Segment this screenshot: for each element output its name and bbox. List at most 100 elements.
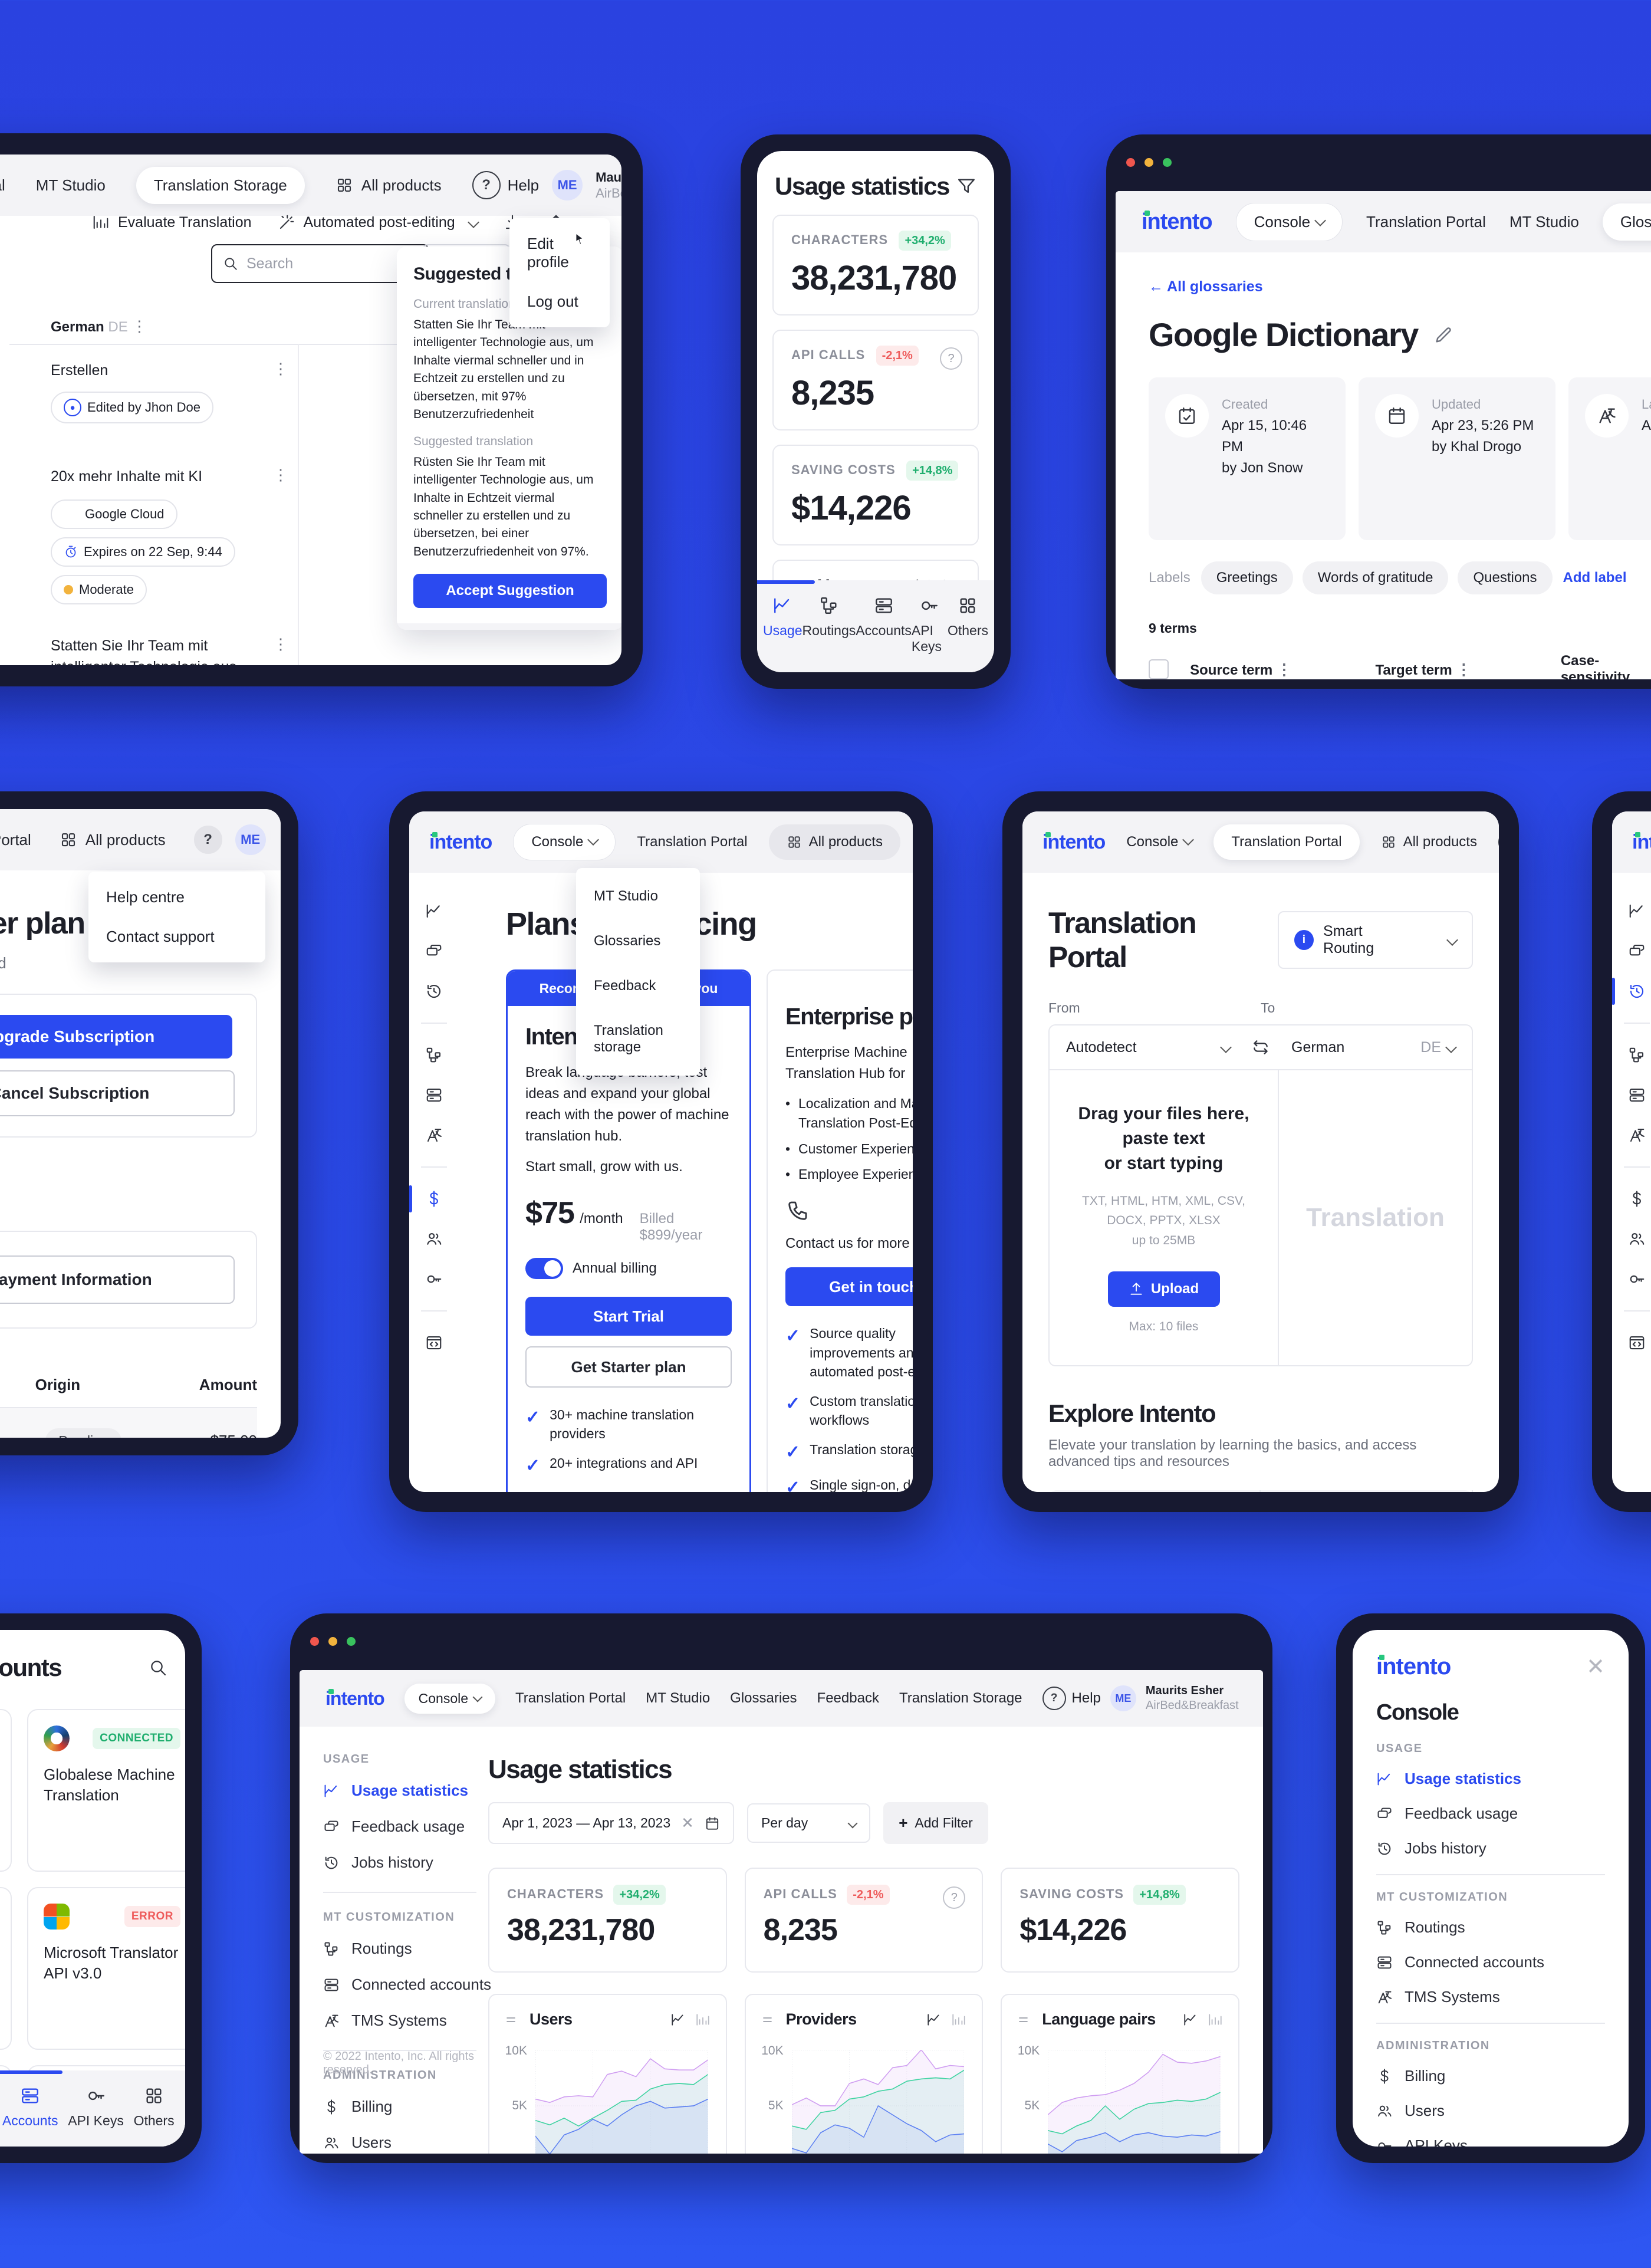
label-chip[interactable]: Words of gratitude bbox=[1302, 561, 1449, 594]
column-header[interactable]: German DE ⋮ bbox=[9, 313, 550, 345]
all-products-menu-item[interactable]: Translation storage bbox=[576, 1008, 700, 1070]
tab-mt-studio[interactable]: MT Studio bbox=[646, 1690, 711, 1706]
back-link[interactable]: ← All glossaries bbox=[1149, 278, 1263, 295]
intento-logo[interactable]: intento bbox=[1632, 830, 1651, 853]
menu-item[interactable]: TMS Systems bbox=[1376, 1988, 1605, 2006]
target-language-select[interactable]: German DE bbox=[1275, 1039, 1472, 1056]
tab-translation-portal[interactable]: Translation Portal bbox=[637, 834, 748, 850]
routings-icon[interactable] bbox=[425, 1046, 443, 1064]
feedback-icon[interactable] bbox=[425, 942, 443, 960]
tabbar-item[interactable]: Accounts bbox=[856, 596, 912, 655]
all-products-menu-item[interactable]: MT Studio bbox=[576, 874, 700, 919]
tab-translation-portal[interactable]: Translation Portal bbox=[1213, 824, 1360, 860]
sidebar-item[interactable]: Billing bbox=[323, 2098, 500, 2116]
billing-icon[interactable] bbox=[1628, 1190, 1646, 1208]
help-icon[interactable]: ? bbox=[1498, 830, 1499, 854]
intento-logo[interactable]: intento bbox=[325, 1687, 385, 1709]
label-chip[interactable]: Greetings bbox=[1201, 561, 1293, 594]
upload-button[interactable]: Upload bbox=[1107, 1271, 1220, 1307]
account-card[interactable]: ERROR Microsoft Translator API v3.0 bbox=[27, 1887, 185, 2050]
annual-billing-toggle[interactable]: Annual billing bbox=[525, 1258, 732, 1279]
api-keys-icon[interactable] bbox=[425, 1270, 443, 1288]
help-menu-item[interactable]: Help centre bbox=[106, 888, 185, 906]
all-products-menu-item[interactable]: Feedback bbox=[576, 964, 700, 1008]
tabbar-item[interactable]: API Keys bbox=[912, 596, 948, 655]
window-controls[interactable] bbox=[1126, 158, 1172, 167]
profile-menu-item[interactable]: Log out bbox=[527, 292, 578, 310]
drag-handle-icon[interactable] bbox=[1017, 2013, 1031, 2027]
help-icon[interactable]: ? bbox=[943, 1886, 966, 1909]
history-icon-active[interactable] bbox=[1612, 978, 1646, 1005]
profile-menu-item[interactable]: Edit profile bbox=[527, 235, 569, 271]
menu-item[interactable]: Users bbox=[1376, 2102, 1605, 2120]
sidebar-item[interactable]: Users bbox=[323, 2134, 500, 2152]
source-language-select[interactable]: Autodetect bbox=[1050, 1039, 1247, 1056]
explore-card[interactable]: Intento University Learn how to choose b… bbox=[1261, 1490, 1473, 1492]
intento-logo[interactable]: intento bbox=[1142, 209, 1213, 234]
console-switcher[interactable]: Console bbox=[404, 1683, 496, 1714]
avatar[interactable]: ME bbox=[235, 824, 266, 855]
smart-routing-select[interactable]: i Smart Routing bbox=[1277, 911, 1473, 969]
bar-chart-icon[interactable] bbox=[1208, 2012, 1223, 2027]
window-controls[interactable] bbox=[310, 1637, 356, 1646]
tab-translation-portal[interactable]: Translation Portal bbox=[1366, 212, 1486, 231]
segment-row[interactable]: ⋮ 20x mehr Inhalte mit KI ● Google Cloud bbox=[9, 451, 298, 619]
drag-handle-icon[interactable] bbox=[505, 2013, 519, 2027]
account-card[interactable]: CONNECTED Globalese Machine Translation bbox=[27, 1709, 185, 1872]
granularity-select[interactable]: Per day bbox=[746, 1803, 871, 1843]
account-card[interactable]: VIA INTENTO nslate bbox=[0, 1887, 12, 2050]
menu-item[interactable]: Connected accounts bbox=[1376, 1953, 1605, 1971]
users-icon[interactable] bbox=[425, 1230, 443, 1248]
drag-handle-icon[interactable] bbox=[761, 2013, 775, 2027]
tab-translation-portal[interactable]: Translation Portal bbox=[515, 1690, 626, 1706]
search-input[interactable]: Search bbox=[211, 244, 429, 283]
menu-item[interactable]: API Keys bbox=[1376, 2136, 1605, 2147]
date-range-input[interactable]: Apr 1, 2023 — Apr 13, 2023 ✕ bbox=[488, 1802, 734, 1844]
cancel-subscription-button[interactable]: Cancel Subscription bbox=[0, 1070, 235, 1116]
select-all-checkbox[interactable] bbox=[1149, 659, 1169, 679]
tab-mt-studio[interactable]: MT Studio bbox=[35, 176, 106, 194]
label-chip[interactable]: Questions bbox=[1458, 561, 1553, 594]
account-card[interactable]: CONNECTED Cloud erce bbox=[0, 1709, 12, 1872]
tabbar-item[interactable]: Usage bbox=[757, 580, 815, 655]
start-trial-button[interactable]: Start Trial bbox=[525, 1297, 732, 1336]
bar-chart-icon[interactable] bbox=[695, 2012, 711, 2027]
menu-item[interactable]: Routings bbox=[1376, 1918, 1605, 1937]
add-filter-button[interactable]: + Add Filter bbox=[883, 1802, 988, 1844]
routings-icon[interactable] bbox=[1628, 1046, 1646, 1064]
tab-glossaries[interactable]: Glossaries bbox=[1602, 203, 1651, 241]
swap-icon[interactable] bbox=[1251, 1038, 1270, 1057]
tabbar-item[interactable]: Others bbox=[948, 596, 988, 655]
history-icon[interactable] bbox=[425, 982, 443, 1000]
search-icon[interactable] bbox=[149, 1658, 167, 1677]
intento-logo[interactable]: intento bbox=[1042, 830, 1106, 853]
billing-icon-active[interactable] bbox=[409, 1185, 443, 1212]
usage-icon[interactable] bbox=[1628, 902, 1646, 920]
tabbar-item[interactable]: API Keys bbox=[68, 2086, 124, 2129]
kebab-icon[interactable]: ⋮ bbox=[131, 317, 147, 335]
help-icon[interactable]: ? bbox=[193, 826, 222, 854]
accept-suggestion-button[interactable]: Accept Suggestion bbox=[413, 574, 607, 609]
accounts-icon[interactable] bbox=[1628, 1086, 1646, 1104]
menu-item[interactable]: Feedback usage bbox=[1376, 1804, 1605, 1823]
line-chart-icon[interactable] bbox=[670, 2012, 686, 2027]
menu-item[interactable]: Usage statistics bbox=[1376, 1770, 1605, 1788]
tabbar-item[interactable]: Accounts bbox=[0, 2070, 63, 2129]
sidebar-item[interactable]: Routings bbox=[323, 1940, 500, 1958]
console-switcher[interactable]: Console bbox=[1126, 834, 1195, 850]
sidebar-item[interactable]: TMS Systems bbox=[323, 2011, 500, 2030]
sidebar-item[interactable]: Usage statistics bbox=[323, 1781, 500, 1800]
get-starter-plan-button[interactable]: Get Starter plan bbox=[525, 1346, 732, 1388]
avatar[interactable]: ME bbox=[552, 170, 583, 200]
get-in-touch-button[interactable]: Get in touch bbox=[785, 1267, 913, 1307]
tab-mt-studio[interactable]: MT Studio bbox=[1509, 212, 1579, 231]
help-button[interactable]: ? Help bbox=[1042, 1687, 1101, 1710]
tabbar-item[interactable]: Routings bbox=[802, 596, 856, 655]
invoice-row[interactable]: May 17, 10:37 AM Pending $75.00 bbox=[0, 1408, 257, 1438]
api-keys-icon[interactable] bbox=[1628, 1270, 1646, 1288]
api-icon[interactable] bbox=[425, 1334, 443, 1352]
tms-icon[interactable] bbox=[1628, 1126, 1646, 1144]
all-products-menu-item[interactable]: Glossaries bbox=[576, 919, 700, 964]
line-chart-icon[interactable] bbox=[926, 2012, 942, 2027]
help-menu-item[interactable]: Contact support bbox=[106, 928, 215, 945]
